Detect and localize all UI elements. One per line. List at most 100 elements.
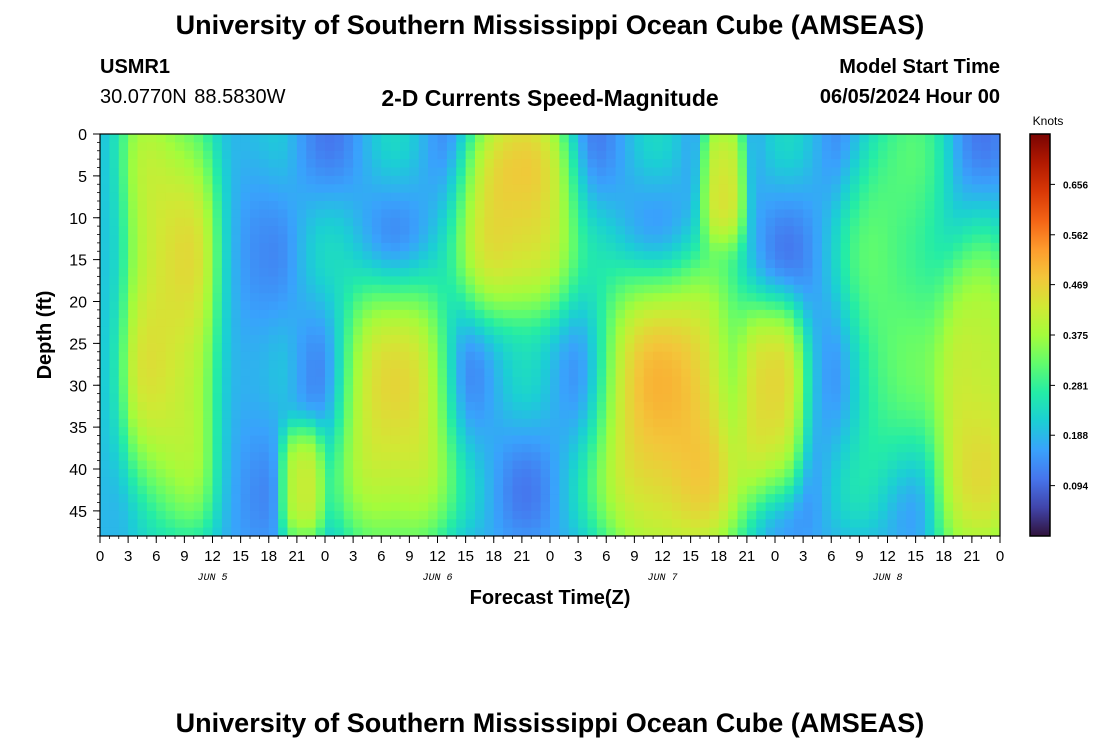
heatmap-cell bbox=[868, 318, 879, 328]
heatmap-cell bbox=[821, 443, 832, 453]
heatmap-cell bbox=[409, 519, 420, 529]
heatmap-cell bbox=[962, 251, 973, 261]
heatmap-cell bbox=[934, 201, 945, 210]
heatmap-cell bbox=[175, 427, 185, 437]
heatmap-cell bbox=[596, 452, 607, 462]
heatmap-cell bbox=[259, 226, 270, 236]
heatmap-cell bbox=[578, 217, 589, 227]
heatmap-cell bbox=[390, 435, 401, 445]
heatmap-cell bbox=[503, 184, 514, 194]
heatmap-cell bbox=[990, 175, 1000, 185]
heatmap-cell bbox=[896, 452, 907, 462]
heatmap-cell bbox=[700, 293, 710, 303]
heatmap-cell bbox=[531, 268, 542, 277]
heatmap-cell bbox=[484, 234, 495, 244]
heatmap-cell bbox=[634, 134, 645, 143]
heatmap-cell bbox=[156, 201, 167, 210]
heatmap-cell bbox=[625, 159, 635, 169]
heatmap-cell bbox=[428, 293, 439, 303]
heatmap-cell bbox=[268, 209, 279, 219]
heatmap-cell bbox=[259, 318, 270, 328]
heatmap-cell bbox=[943, 477, 954, 487]
heatmap-cell bbox=[475, 217, 485, 227]
heatmap-cell bbox=[221, 335, 232, 344]
heatmap-cell bbox=[100, 335, 110, 344]
heatmap-cell bbox=[240, 192, 251, 202]
heatmap-cell bbox=[812, 150, 823, 160]
heatmap-cell bbox=[156, 351, 167, 361]
heatmap-cell bbox=[109, 385, 120, 395]
heatmap-cell bbox=[915, 326, 926, 336]
heatmap-cell bbox=[718, 301, 729, 311]
heatmap-cell bbox=[128, 134, 139, 143]
heatmap-cell bbox=[831, 175, 842, 185]
heatmap-cell bbox=[128, 510, 139, 520]
heatmap-cell bbox=[756, 351, 767, 361]
heatmap-cell bbox=[493, 150, 504, 160]
heatmap-cell bbox=[409, 226, 420, 236]
heatmap-cell bbox=[878, 242, 889, 252]
heatmap-cell bbox=[887, 393, 898, 403]
heatmap-cell bbox=[193, 351, 204, 361]
heatmap-cell bbox=[578, 309, 589, 319]
heatmap-cell bbox=[306, 318, 317, 328]
heatmap-cell bbox=[681, 167, 692, 177]
heatmap-cell bbox=[128, 343, 139, 353]
heatmap-cell bbox=[409, 360, 420, 370]
heatmap-cell bbox=[531, 318, 542, 328]
heatmap-cell bbox=[906, 150, 917, 160]
heatmap-cell bbox=[559, 402, 570, 411]
heatmap-cell bbox=[831, 167, 842, 177]
heatmap-cell bbox=[756, 443, 767, 453]
heatmap-cell bbox=[418, 175, 429, 185]
heatmap-cell bbox=[737, 360, 748, 370]
heatmap-cell bbox=[446, 410, 457, 420]
heatmap-cell bbox=[690, 402, 701, 411]
heatmap-cell bbox=[840, 443, 851, 453]
heatmap-cell bbox=[231, 259, 242, 269]
heatmap-cell bbox=[371, 217, 382, 227]
heatmap-cell bbox=[906, 376, 917, 386]
heatmap-cell bbox=[203, 443, 214, 453]
heatmap-cell bbox=[362, 276, 373, 286]
y-tick-label: 45 bbox=[69, 504, 87, 521]
heatmap-cell bbox=[400, 385, 410, 395]
heatmap-cell bbox=[765, 326, 776, 336]
x-tick-label: 0 bbox=[321, 548, 329, 565]
heatmap-cell bbox=[268, 485, 279, 495]
heatmap-cell bbox=[250, 175, 260, 185]
heatmap-cell bbox=[690, 159, 701, 169]
heatmap-cell bbox=[362, 427, 373, 437]
heatmap-cell bbox=[371, 159, 382, 169]
heatmap-cell bbox=[100, 217, 110, 227]
heatmap-cell bbox=[118, 410, 129, 420]
heatmap-cell bbox=[184, 284, 195, 294]
heatmap-cell bbox=[887, 301, 898, 311]
heatmap-cell bbox=[690, 217, 701, 227]
heatmap-cell bbox=[737, 477, 748, 487]
heatmap-cell bbox=[925, 201, 935, 210]
heatmap-cell bbox=[531, 142, 542, 152]
heatmap-cell bbox=[615, 318, 626, 328]
heatmap-cell bbox=[925, 192, 935, 202]
heatmap-cell bbox=[868, 293, 879, 303]
heatmap-cell bbox=[718, 242, 729, 252]
heatmap-cell bbox=[109, 293, 120, 303]
heatmap-cell bbox=[803, 175, 814, 185]
heatmap-cell bbox=[531, 452, 542, 462]
heatmap-cell bbox=[400, 209, 410, 219]
heatmap-cell bbox=[437, 485, 448, 495]
heatmap-cell bbox=[268, 326, 279, 336]
heatmap-cell bbox=[587, 351, 598, 361]
heatmap-cell bbox=[681, 251, 692, 261]
heatmap-cell bbox=[400, 343, 410, 353]
heatmap-cell bbox=[287, 159, 298, 169]
heatmap-cell bbox=[681, 385, 692, 395]
heatmap-cell bbox=[231, 351, 242, 361]
heatmap-cell bbox=[793, 343, 804, 353]
heatmap-cell bbox=[250, 159, 260, 169]
heatmap-cell bbox=[962, 134, 973, 143]
heatmap-cell bbox=[803, 259, 814, 269]
heatmap-cell bbox=[859, 150, 870, 160]
heatmap-cell bbox=[531, 201, 542, 210]
